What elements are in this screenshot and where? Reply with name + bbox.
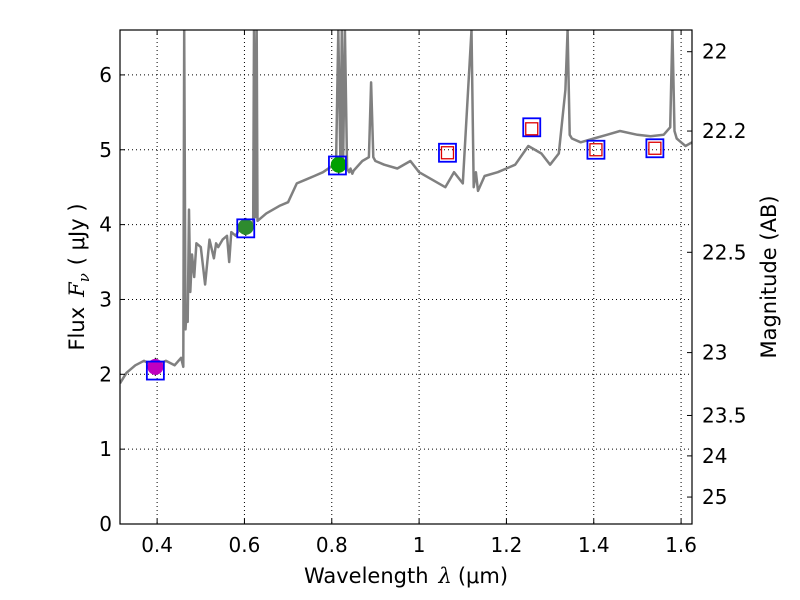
observed-point: [147, 358, 164, 375]
y-tick-label: 0: [99, 512, 112, 536]
model-box: [438, 142, 457, 163]
grid-lines: [120, 30, 692, 524]
x-axis-label-unit: (μm): [458, 564, 508, 588]
y2-tick-label: 22.2: [702, 119, 747, 143]
model-box-inner: [648, 141, 662, 155]
model-box: [328, 155, 347, 176]
model-box-inner: [589, 143, 603, 157]
y2-tick-label: 22: [702, 40, 727, 64]
model-box: [645, 138, 665, 159]
y-tick-label: 1: [99, 437, 112, 461]
model-box: [586, 139, 606, 160]
model-box-inner: [440, 146, 455, 160]
y2-axis-label: Magnitude (AB): [757, 195, 781, 358]
observed-point: [237, 218, 254, 235]
y2-tick-label: 23.5: [702, 403, 747, 427]
x-tick-label: 1.4: [578, 533, 610, 557]
sed-line: [120, 30, 692, 384]
y-axis-label: Flux Fν ( μJy ): [65, 203, 93, 350]
x-tick-label: 1.6: [665, 533, 697, 557]
y-tick-label: 3: [99, 287, 112, 311]
y-tick-label: 5: [99, 138, 112, 162]
y-axis-label-symbol: F: [65, 281, 89, 298]
x-axis-label-symbol: λ: [438, 564, 452, 588]
plot-frame: [119, 29, 693, 525]
x-tick-label: 0.6: [229, 533, 261, 557]
model-box-inner: [525, 122, 539, 136]
x-axis-label: Wavelength λ (μm): [304, 564, 508, 588]
y-tick-label: 2: [99, 362, 112, 386]
y-tick-label: 4: [99, 213, 112, 237]
x-tick-label: 1.2: [491, 533, 523, 557]
observed-point: [330, 156, 347, 173]
y2-tick-label: 22.5: [702, 240, 747, 264]
x-tick-label: 0.8: [316, 533, 348, 557]
ticks: 0.4 0.6 0.8 1 1.2 1.4 1.601234562222.222.52323…: [99, 30, 747, 557]
y2-tick-label: 25: [702, 485, 727, 509]
y2-tick-label: 24: [702, 444, 727, 468]
y-tick-label: 6: [99, 63, 112, 87]
model-box: [145, 360, 165, 381]
y-axis-label-text: Flux: [65, 307, 89, 351]
series-layer: [120, 30, 692, 384]
y-axis-label-unit: ( μJy ): [65, 203, 89, 265]
x-axis-label-text: Wavelength: [304, 564, 429, 588]
model-box: [236, 218, 256, 239]
x-tick-label: 0.4: [141, 533, 173, 557]
model-box: [522, 117, 542, 138]
y-axis-label-subscript: ν: [75, 273, 93, 282]
y2-tick-label: 23: [702, 341, 727, 365]
x-tick-label: 1: [413, 533, 426, 557]
marker-layer: [145, 117, 665, 381]
